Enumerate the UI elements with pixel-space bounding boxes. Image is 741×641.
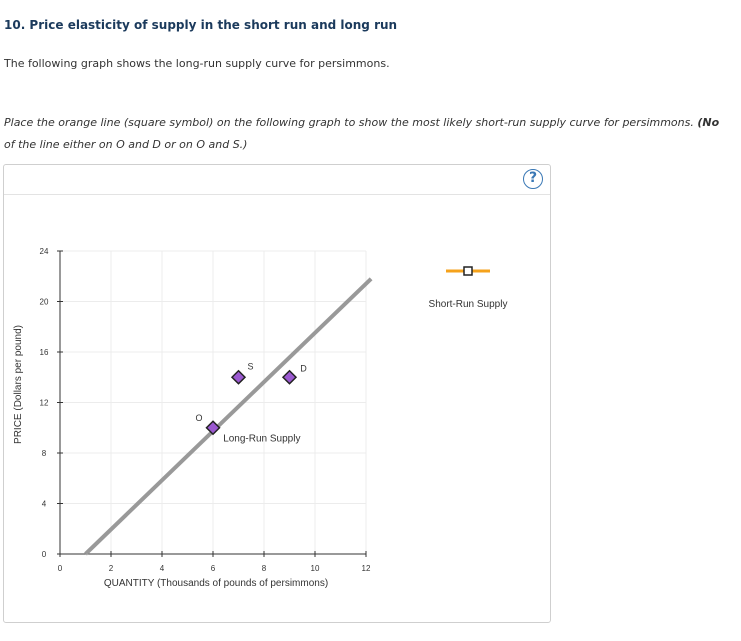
y-axis-title: PRICE (Dollars per pound) [13, 325, 24, 444]
y-tick-label: 8 [42, 449, 47, 458]
instruction-line2: of the line either on O and D or on O an… [4, 138, 248, 151]
point-label-o: O [195, 413, 202, 423]
x-tick-label: 8 [262, 564, 267, 573]
point-o [205, 420, 221, 436]
long-run-supply-label: Long-Run Supply [223, 434, 300, 445]
point-s [230, 369, 247, 385]
point-d [281, 369, 298, 385]
y-tick-label: 0 [42, 550, 47, 559]
point-label-s: S [247, 361, 253, 371]
x-tick-label: 0 [58, 564, 63, 573]
x-tick-label: 6 [211, 564, 216, 573]
y-tick-label: 4 [42, 500, 47, 509]
long-run-supply-line [84, 277, 373, 556]
short-run-supply-tool-label: Short-Run Supply [429, 299, 508, 310]
instruction-text: Place the orange line (square symbol) on… [4, 116, 694, 129]
question-intro: The following graph shows the long-run s… [4, 57, 390, 70]
y-tick-label: 20 [40, 298, 49, 307]
question-instruction: Place the orange line (square symbol) on… [4, 112, 741, 156]
x-tick-label: 12 [362, 564, 371, 573]
panel-header: ? [4, 165, 550, 195]
instruction-bold: (No [697, 116, 720, 129]
question-title: 10. Price elasticity of supply in the sh… [4, 18, 398, 32]
y-tick-label: 16 [40, 348, 49, 357]
x-tick-label: 4 [160, 564, 165, 573]
help-button[interactable]: ? [523, 169, 543, 189]
x-tick-label: 10 [311, 564, 320, 573]
graph-panel: ? 0 2 4 6 8 10 12 0 4 8 12 16 20 24 QUANTITY (Thousand… [3, 164, 551, 623]
short-run-supply-tool-square[interactable] [463, 266, 473, 276]
y-tick-label: 24 [40, 247, 49, 256]
x-axis-title: QUANTITY (Thousands of pounds of persimm… [104, 578, 328, 589]
x-tick-label: 2 [109, 564, 114, 573]
point-label-d: D [300, 363, 307, 373]
y-tick-label: 12 [40, 399, 49, 408]
